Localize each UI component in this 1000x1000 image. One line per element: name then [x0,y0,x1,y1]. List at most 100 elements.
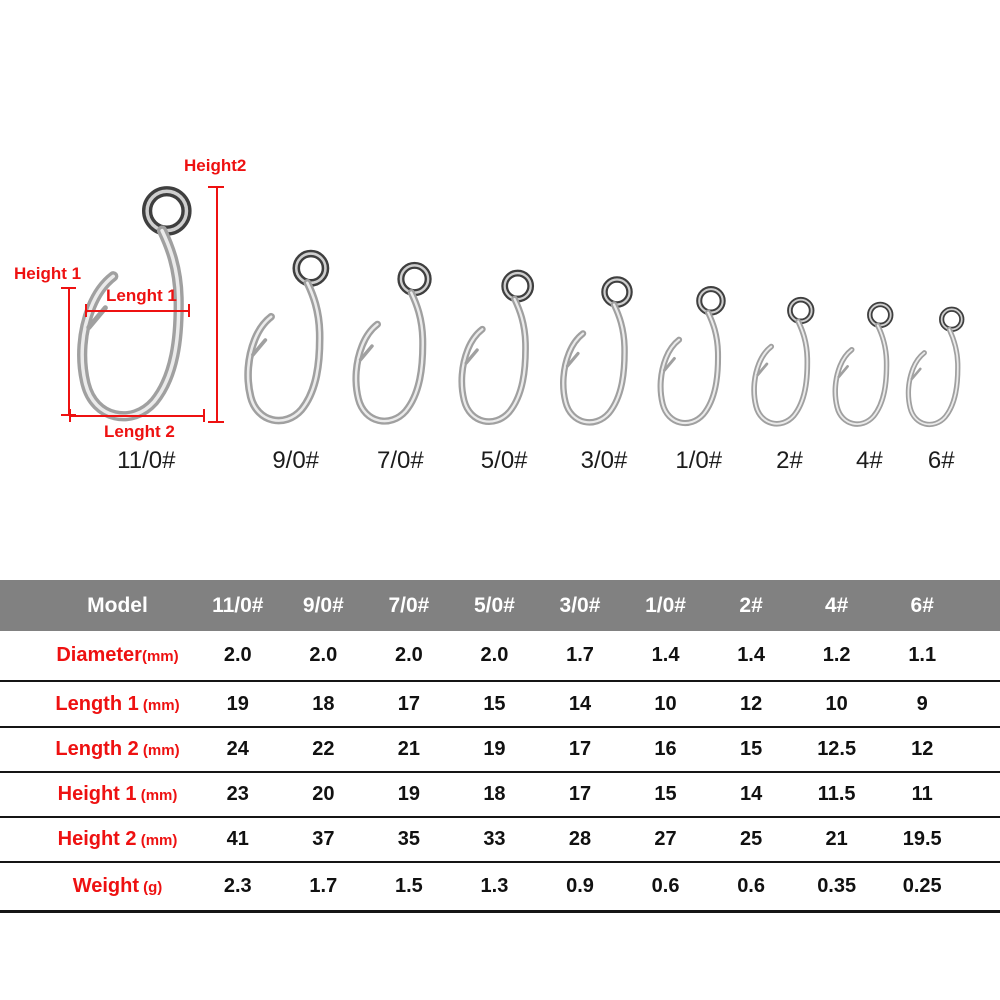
hook-item: 3/0# [554,273,654,474]
table-cell: 37 [312,828,335,850]
table-cell: 0.9 [566,875,594,897]
fishhook-icon [67,181,225,433]
length2-tick-left [69,409,71,422]
row-header: Diameter(mm) [0,644,195,667]
table-cell: 12 [739,692,763,715]
table-cell: 1.4 [651,644,680,666]
table-header-size: 11/0# [212,593,264,617]
table-cell: 35 [397,828,420,850]
height1-dimension-line [68,288,70,416]
fishhook-icon [901,304,982,433]
table-cell: 25 [739,828,763,850]
table-cell: 19 [397,783,420,805]
row-unit: (mm) [138,742,180,759]
table-cell: 17 [568,738,592,760]
table-header-size: 4# [824,593,849,617]
size-spec-table: Model 11/0# 9/0# 7/0# 5/0# 3/0# 1/0# 2# … [0,580,1000,913]
table-row-height1: Height 1 (mm) 23 20 19 18 17 15 14 11.5 … [0,773,1000,818]
table-cell: 18 [483,783,506,805]
table-cell: 10 [654,692,677,715]
hook-item: 4# [827,299,911,474]
table-cell: 20 [312,783,335,805]
table-header-size: 6# [910,593,934,617]
table-cell: 28 [568,828,592,850]
hook-size-label: 9/0# [272,447,320,474]
fishhook-icon [746,294,833,433]
table-cell: 11 [911,783,933,805]
fishhook-icon [554,273,654,433]
hook-size-label: 5/0# [480,447,528,474]
table-cell: 0.35 [817,875,857,897]
fishhook-icon [827,299,911,433]
table-cell: 2.0 [309,644,338,666]
table-cell: 15 [739,738,763,760]
table-cell: 2.0 [394,644,423,666]
row-label: Height 2 [57,828,137,850]
table-cell: 10 [825,692,848,715]
row-unit: (mm) [141,648,179,665]
row-label: Weight [72,875,139,897]
table-header-size: 2# [739,593,763,617]
table-cell: 1.5 [394,875,423,897]
table-cell: 19.5 [902,828,942,850]
table-header-size: 9/0# [302,593,344,617]
table-cell: 21 [397,738,420,760]
row-unit: (g) [138,879,163,896]
table-cell: 2.0 [480,644,509,666]
fishhook-icon [652,283,746,433]
table-cell: 0.25 [902,875,942,897]
table-cell: 33 [483,828,506,850]
table-cell: 22 [312,738,335,760]
table-cell: 12 [911,738,934,760]
row-label: Length 1 [55,692,139,715]
height2-tick-bottom [208,421,224,423]
table-cell: 2.0 [223,644,252,666]
table-row-diameter: Diameter(mm) 2.0 2.0 2.0 2.0 1.7 1.4 1.4… [0,631,1000,682]
hook-size-label: 7/0# [377,447,424,474]
table-header-size: 5/0# [474,593,515,617]
row-header: Length 1 (mm) [0,693,195,716]
height1-tick-bottom [61,414,76,416]
row-header: Height 2 (mm) [0,828,195,851]
length2-dimension-line [70,415,204,417]
table-cell: 1.4 [737,644,765,666]
hook-size-label: 3/0# [580,447,628,474]
hook-size-label: 4# [856,447,883,474]
length1-label: Lenght 1 [106,286,177,305]
table-cell: 0.6 [651,875,680,897]
height1-tick-top [61,287,76,289]
table-cell: 1.7 [566,644,594,666]
hook-item: 7/0# [346,258,455,474]
table-cell: 1.3 [480,875,509,897]
table-cell: 1.2 [822,644,851,666]
row-header: Length 2 (mm) [0,738,195,761]
row-label: Length 2 [55,738,139,760]
table-cell: 11.5 [817,783,856,805]
hook-item: 9/0# [237,246,354,474]
height2-dimension-line [216,187,218,423]
table-cell: 12.5 [817,738,857,760]
table-row-length2: Length 2 (mm) 24 22 21 19 17 16 15 12.5 … [0,728,1000,773]
hook-item: 1/0# [652,283,746,474]
row-unit: (mm) [136,832,178,849]
height1-label: Height 1 [14,264,82,283]
length2-tick-right [203,409,205,422]
row-header: Weight (g) [0,875,195,898]
table-cell: 21 [825,828,848,850]
row-unit: (mm) [136,787,178,804]
table-row-length1: Length 1 (mm) 19 18 17 15 14 10 12 10 9 [0,682,1000,728]
length2-label: Lenght 2 [104,422,175,441]
hook-item: 6# [901,304,982,474]
length1-dimension-line [86,310,189,312]
table-row-weight: Weight (g) 2.3 1.7 1.5 1.3 0.9 0.6 0.6 0… [0,863,1000,913]
row-header: Height 1 (mm) [0,783,195,806]
table-header-size: 7/0# [388,593,430,617]
hook-item: 2# [746,294,833,474]
table-cell: 16 [654,738,677,760]
row-label: Diameter [56,644,142,666]
table-row-height2: Height 2 (mm) 41 37 35 33 28 27 25 21 19… [0,818,1000,863]
table-cell: 15 [483,692,506,715]
table-header-size: 3/0# [559,593,601,617]
table-cell: 0.6 [737,875,765,897]
table-cell: 17 [568,783,592,805]
